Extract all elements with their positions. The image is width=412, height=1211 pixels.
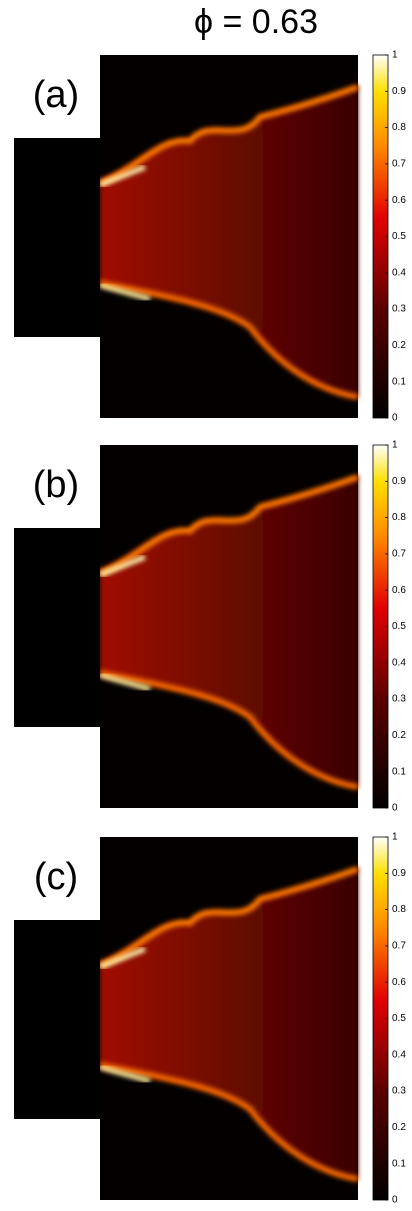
colorbar-tick-label: 1	[392, 832, 398, 843]
colorbar-tick-label: 1	[392, 50, 398, 61]
colorbar-tick-label: 0	[392, 413, 398, 424]
colorbar-tick-label: 0.9	[392, 86, 406, 97]
colorbar-tick-label: 0.3	[392, 304, 406, 315]
colorbar-tick-label: 0.5	[392, 621, 406, 632]
bluff-body	[14, 528, 100, 727]
colorbar-tick-label: 0.6	[392, 195, 406, 206]
colorbar-tick-label: 0.9	[392, 476, 406, 487]
flame-image	[100, 837, 358, 1200]
panel-label: (c)	[34, 856, 78, 898]
colorbar-tick-label: 0.4	[392, 267, 406, 278]
flame-image	[100, 55, 358, 418]
panel-label: (a)	[33, 74, 79, 116]
colorbar-tick-label: 0.4	[392, 1049, 406, 1060]
colorbar-tick-label: 0.5	[392, 1013, 406, 1024]
colorbar-tick-label: 0.8	[392, 122, 406, 133]
colorbar-tick-label: 0.1	[392, 376, 406, 387]
bluff-body	[14, 138, 100, 337]
colorbar-tick-label: 0.6	[392, 585, 406, 596]
colorbar-tick-label: 0.3	[392, 1086, 406, 1097]
colorbar-tick-label: 0.1	[392, 766, 406, 777]
colorbar-tick-label: 0	[392, 1195, 398, 1206]
colorbar-tick-label: 0.6	[392, 977, 406, 988]
panel-label: (b)	[33, 464, 79, 506]
colorbar-tick-label: 0.2	[392, 340, 406, 351]
colorbar-tick-label: 0.3	[392, 694, 406, 705]
figure-title: ϕ = 0.63	[194, 3, 318, 41]
colorbar-tick-label: 0.2	[392, 730, 406, 741]
colorbar-tick-label: 1	[392, 440, 398, 451]
bluff-body	[14, 920, 100, 1119]
flame-image	[100, 445, 358, 808]
colorbar-tick-label: 0.7	[392, 159, 406, 170]
colorbar-tick-label: 0.7	[392, 941, 406, 952]
colorbar-tick-label: 0.9	[392, 868, 406, 879]
colorbar-tick-label: 0.2	[392, 1122, 406, 1133]
colorbar-tick-label: 0.8	[392, 512, 406, 523]
colorbar-tick-label: 0.5	[392, 231, 406, 242]
colorbar-tick-label: 0.1	[392, 1158, 406, 1169]
colorbar-tick-label: 0	[392, 803, 398, 814]
colorbar-tick-label: 0.8	[392, 904, 406, 915]
colorbar-tick-label: 0.7	[392, 549, 406, 560]
colorbar-tick-label: 0.4	[392, 657, 406, 668]
